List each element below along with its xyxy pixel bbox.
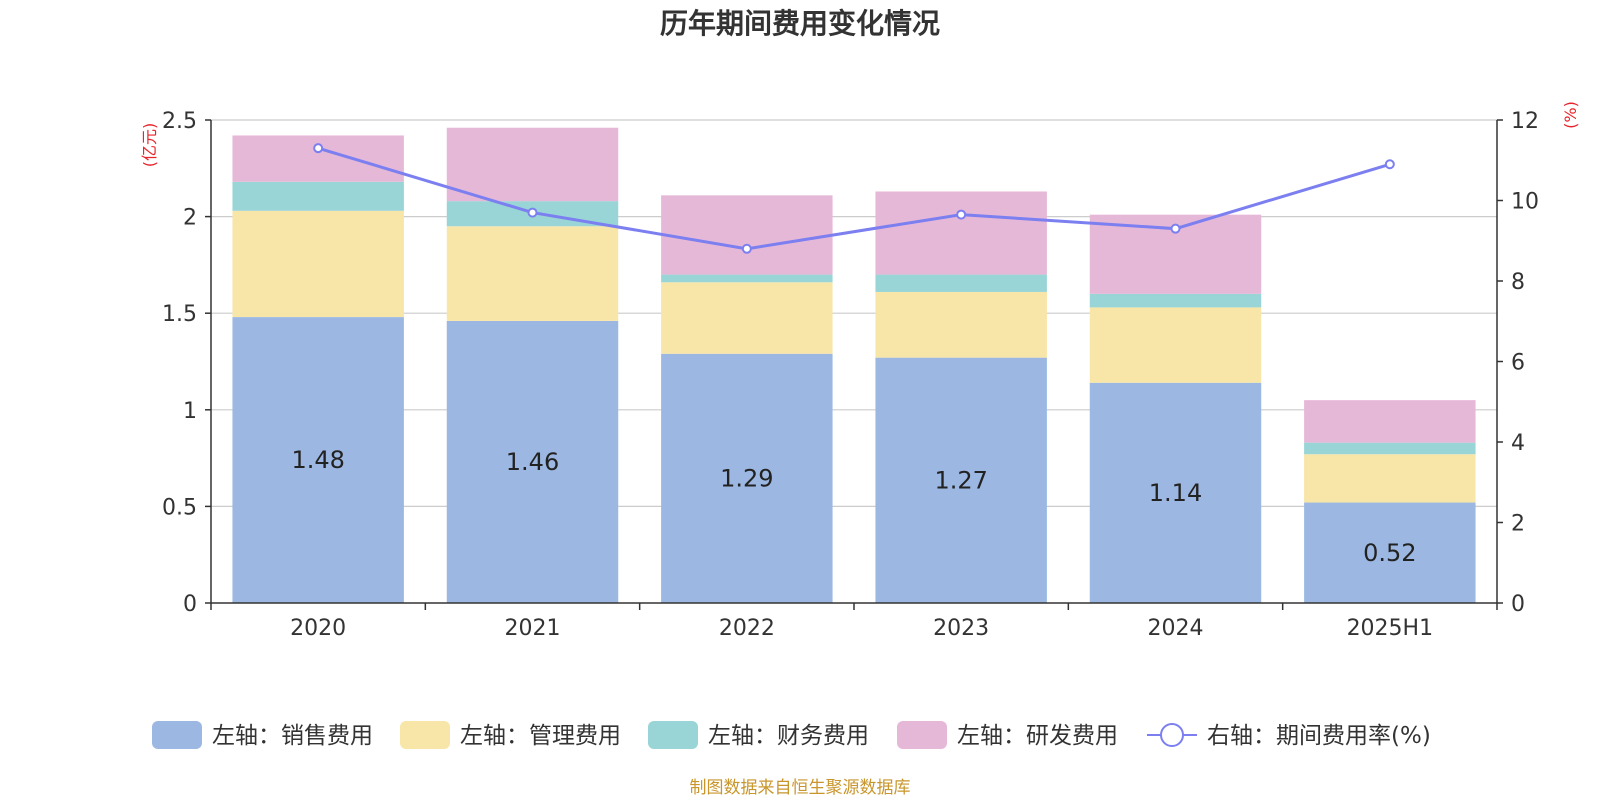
right-tick-label: 6 — [1511, 351, 1525, 376]
x-tick-label: 2020 — [290, 616, 346, 641]
rate-point — [741, 243, 752, 254]
bar-segment — [232, 135, 404, 182]
bar-segment — [232, 181, 404, 211]
rate-line — [313, 143, 1395, 254]
left-axis-unit: (亿元) — [140, 123, 159, 168]
right-tick-label: 2 — [1511, 512, 1525, 537]
right-tick-label: 4 — [1511, 431, 1525, 456]
legend-swatch — [648, 721, 698, 749]
legend-swatch — [152, 721, 202, 749]
rate-point — [527, 207, 538, 218]
chart-title: 历年期间费用变化情况 — [660, 7, 940, 40]
bar-segment — [875, 274, 1047, 292]
legend-swatch — [897, 721, 947, 749]
legend-label: 左轴：研发费用 — [957, 723, 1118, 749]
bar-segment — [1304, 442, 1476, 455]
left-tick-label: 1.5 — [162, 302, 197, 327]
left-tick-label: 2.5 — [162, 109, 197, 134]
x-tick-label: 2022 — [719, 616, 775, 641]
rate-line-path — [317, 146, 1391, 251]
bar-segment — [875, 291, 1047, 358]
bar-segment — [232, 317, 404, 603]
legend-label: 左轴：销售费用 — [212, 723, 373, 749]
bar-segment — [1304, 454, 1476, 503]
legend-label: 左轴：财务费用 — [708, 723, 869, 749]
left-tick-label: 0.5 — [162, 495, 197, 520]
data-label: 1.48 — [291, 446, 344, 474]
bar-segment — [661, 274, 833, 283]
rate-point — [1170, 223, 1181, 234]
bar-segment — [661, 195, 833, 275]
data-label: 1.27 — [934, 466, 987, 494]
source-note: 制图数据来自恒生聚源数据库 — [690, 778, 911, 798]
left-tick-label: 1 — [183, 399, 197, 424]
right-tick-label: 0 — [1511, 592, 1525, 617]
bar-segment — [232, 210, 404, 318]
legend-swatch-marker — [1160, 723, 1184, 747]
bar-segment — [1089, 307, 1262, 383]
left-tick-label: 0 — [183, 592, 197, 617]
bar-segment — [1089, 293, 1262, 308]
bar-segment — [446, 226, 619, 321]
x-tick-label: 2025H1 — [1347, 616, 1434, 641]
x-tick-label: 2021 — [505, 616, 561, 641]
axes: 0 0.5 1 1.5 2 2.5 0 2 4 6 8 10 12 2020 2021 2022 2023 202… — [162, 109, 1539, 641]
rate-point — [1384, 159, 1395, 170]
data-label: 1.46 — [506, 448, 559, 476]
right-tick-label: 8 — [1511, 270, 1525, 295]
bars — [232, 127, 1476, 603]
right-axis-unit: (%) — [1561, 101, 1580, 129]
bar-segment — [1089, 382, 1262, 603]
left-tick-label: 2 — [183, 206, 197, 231]
x-tick-label: 2024 — [1148, 616, 1204, 641]
bar-segment — [661, 282, 833, 354]
data-label: 1.29 — [720, 464, 773, 492]
data-label: 0.52 — [1363, 539, 1416, 567]
grid-lines — [211, 119, 1497, 507]
bar-segment — [661, 353, 833, 603]
legend: 左轴：销售费用 左轴：管理费用 左轴：财务费用 左轴：研发费用 右轴：期间费用率(%) — [152, 721, 1431, 749]
legend-label: 左轴：管理费用 — [460, 723, 621, 749]
bar-segment — [1304, 502, 1476, 603]
data-label: 1.14 — [1149, 479, 1202, 507]
bar-segment — [446, 320, 619, 603]
bar-segment — [1304, 400, 1476, 443]
bar-segment — [875, 357, 1047, 603]
right-tick-label: 12 — [1511, 109, 1539, 134]
rate-point — [956, 209, 967, 220]
rate-point — [313, 143, 324, 154]
x-tick-label: 2023 — [933, 616, 989, 641]
legend-label: 右轴：期间费用率(%) — [1207, 723, 1431, 749]
bar-segment — [875, 191, 1047, 275]
data-labels: 1.48 1.46 1.29 1.27 1.14 0.52 — [291, 446, 1416, 567]
bar-segment — [446, 127, 619, 202]
legend-swatch — [400, 721, 450, 749]
right-tick-label: 10 — [1511, 190, 1539, 215]
